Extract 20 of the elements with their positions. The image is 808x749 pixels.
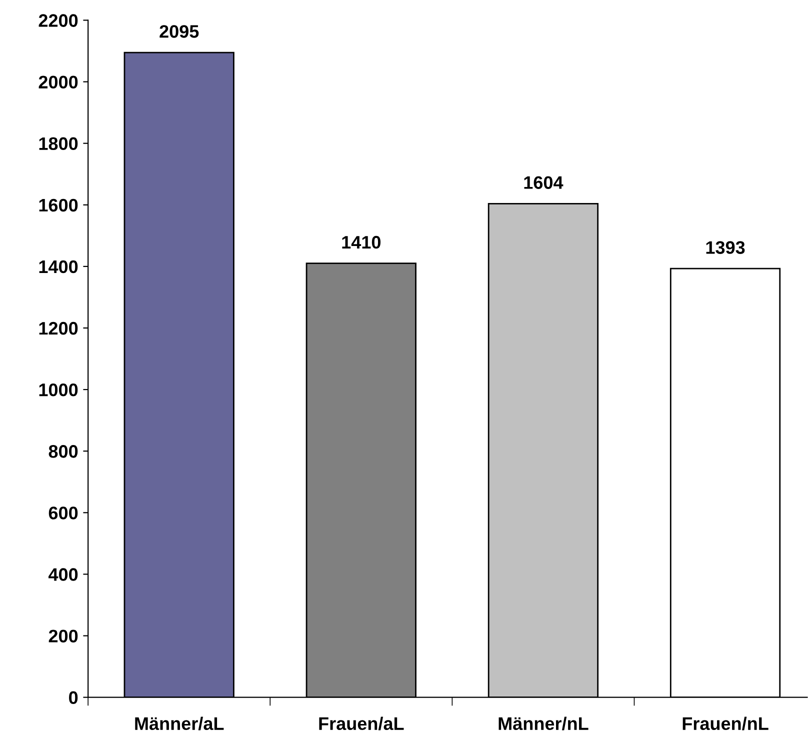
y-tick-label: 600 [48, 506, 78, 520]
data-label: 1410 [342, 236, 380, 249]
y-tick-label: 2000 [38, 76, 78, 88]
y-tick-label: 1000 [39, 383, 78, 396]
y-tick-label: 1400 [39, 260, 78, 274]
y-tick-label: 400 [48, 568, 78, 581]
y-tick-label: 0 [69, 691, 78, 704]
data-label: 2095 [160, 25, 199, 38]
y-tick-label: 1200 [39, 322, 78, 335]
data-label: 1604 [524, 176, 564, 189]
y-tick-label: 800 [48, 445, 78, 458]
x-tick-label: Männer/nL [498, 716, 588, 730]
x-tick-label: Männer/aL [135, 716, 224, 730]
y-tick-label: 200 [48, 630, 78, 642]
x-tick-label: Frauen/nL [682, 716, 768, 730]
y-tick-label: 1800 [39, 137, 78, 150]
data-label: 1393 [706, 241, 745, 254]
y-tick-label: 2200 [38, 14, 78, 27]
y-tick-label: 1600 [39, 198, 78, 212]
x-tick-label: Frauen/aL [319, 716, 404, 730]
